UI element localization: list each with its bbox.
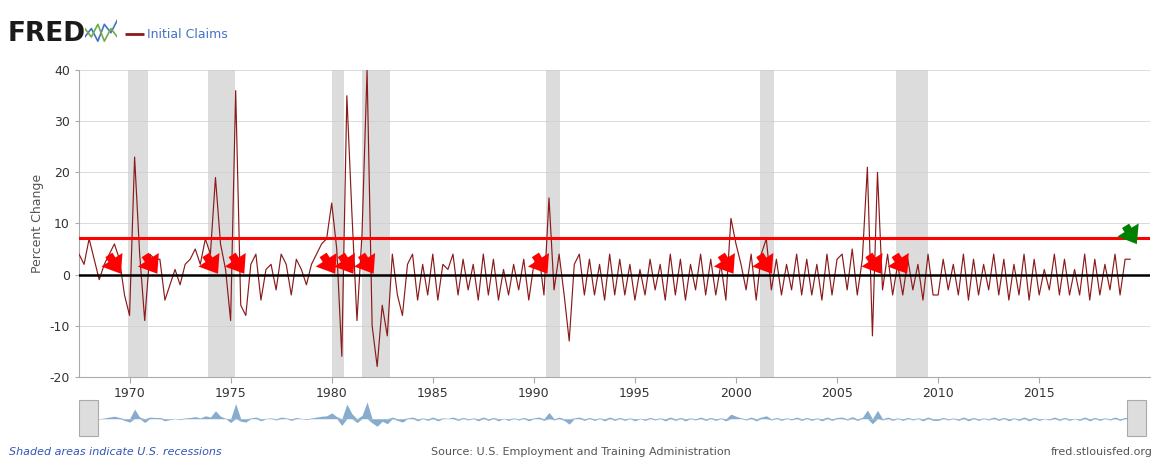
Y-axis label: Percent Change: Percent Change — [31, 174, 44, 273]
Text: fred.stlouisfed.org: fred.stlouisfed.org — [1050, 447, 1153, 457]
Bar — [208, 70, 235, 377]
Bar — [128, 70, 148, 377]
Text: Shaded areas indicate U.S. recessions: Shaded areas indicate U.S. recessions — [9, 447, 222, 457]
Bar — [546, 70, 560, 377]
FancyBboxPatch shape — [79, 400, 99, 436]
Bar — [363, 70, 390, 377]
Text: Initial Claims: Initial Claims — [148, 28, 228, 41]
FancyBboxPatch shape — [1127, 400, 1146, 436]
Bar — [331, 70, 344, 377]
Bar — [760, 70, 774, 377]
Bar — [896, 70, 928, 377]
Text: FRED: FRED — [8, 21, 86, 47]
Text: Source: U.S. Employment and Training Administration: Source: U.S. Employment and Training Adm… — [431, 447, 731, 457]
